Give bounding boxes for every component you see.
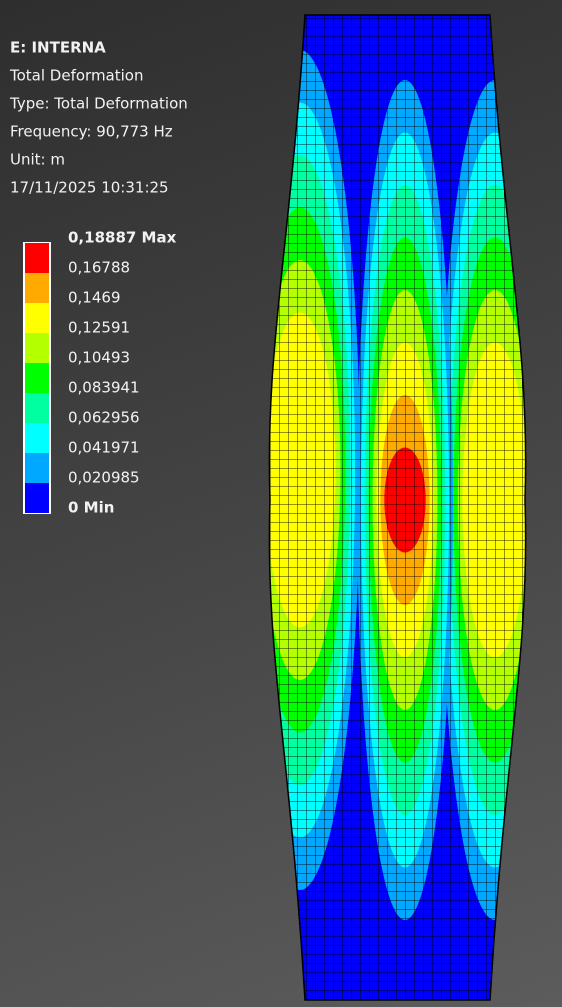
result-title: E: INTERNA xyxy=(10,39,106,57)
legend-swatch xyxy=(25,453,49,483)
result-info: Type: Total Deformation xyxy=(9,95,188,113)
legend-label: 0,020985 xyxy=(68,469,140,487)
model-view: E: INTERNA Total Deformation Type: Total D… xyxy=(0,0,562,1007)
legend-swatch xyxy=(25,303,49,333)
cylinder xyxy=(240,10,550,1005)
result-info: Total Deformation xyxy=(9,67,143,85)
result-info: Unit: m xyxy=(10,151,65,169)
legend-label: 0,12591 xyxy=(68,319,130,337)
legend-label: 0,062956 xyxy=(68,409,140,427)
legend-label: 0,10493 xyxy=(68,349,130,367)
legend-swatch xyxy=(25,243,49,273)
legend-swatch xyxy=(25,363,49,393)
viewport: E: INTERNA Total Deformation Type: Total D… xyxy=(0,0,562,1007)
legend-label: 0 Min xyxy=(68,499,114,517)
legend-label: 0,083941 xyxy=(68,379,140,397)
legend-label: 0,041971 xyxy=(68,439,140,457)
result-info: 17/11/2025 10:31:25 xyxy=(10,179,169,197)
legend-label: 0,16788 xyxy=(68,259,130,277)
legend-swatch xyxy=(25,333,49,363)
legend-swatch xyxy=(25,423,49,453)
legend-swatch xyxy=(25,273,49,303)
result-info: Frequency: 90,773 Hz xyxy=(10,123,173,141)
legend-swatch xyxy=(25,483,49,513)
legend-label: 0,1469 xyxy=(68,289,121,307)
mesh xyxy=(260,10,540,1005)
legend-swatch xyxy=(25,393,49,423)
legend-label: 0,18887 Max xyxy=(68,229,177,247)
